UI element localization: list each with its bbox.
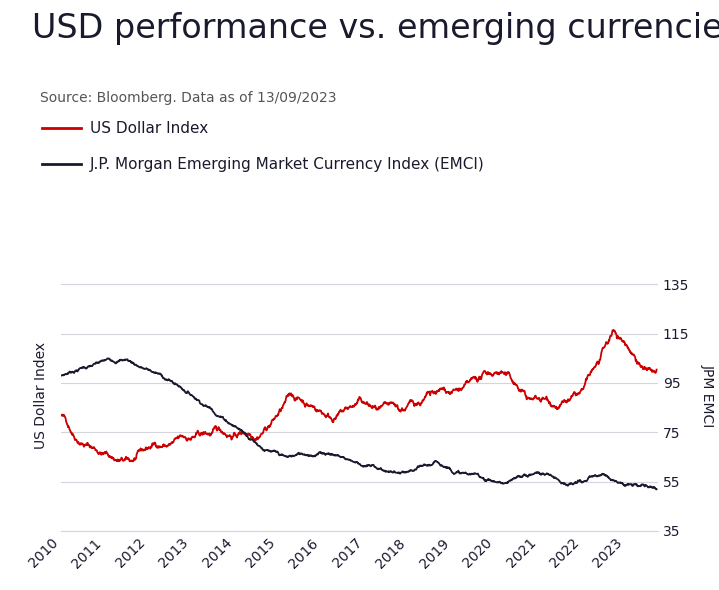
- Text: USD performance vs. emerging currencies: USD performance vs. emerging currencies: [32, 12, 719, 45]
- Y-axis label: US Dollar Index: US Dollar Index: [34, 342, 48, 449]
- Text: Source: Bloomberg. Data as of 13/09/2023: Source: Bloomberg. Data as of 13/09/2023: [40, 91, 336, 106]
- Y-axis label: JPM EMCI: JPM EMCI: [700, 363, 715, 427]
- Text: US Dollar Index: US Dollar Index: [90, 121, 208, 136]
- Text: J.P. Morgan Emerging Market Currency Index (EMCI): J.P. Morgan Emerging Market Currency Ind…: [90, 156, 485, 172]
